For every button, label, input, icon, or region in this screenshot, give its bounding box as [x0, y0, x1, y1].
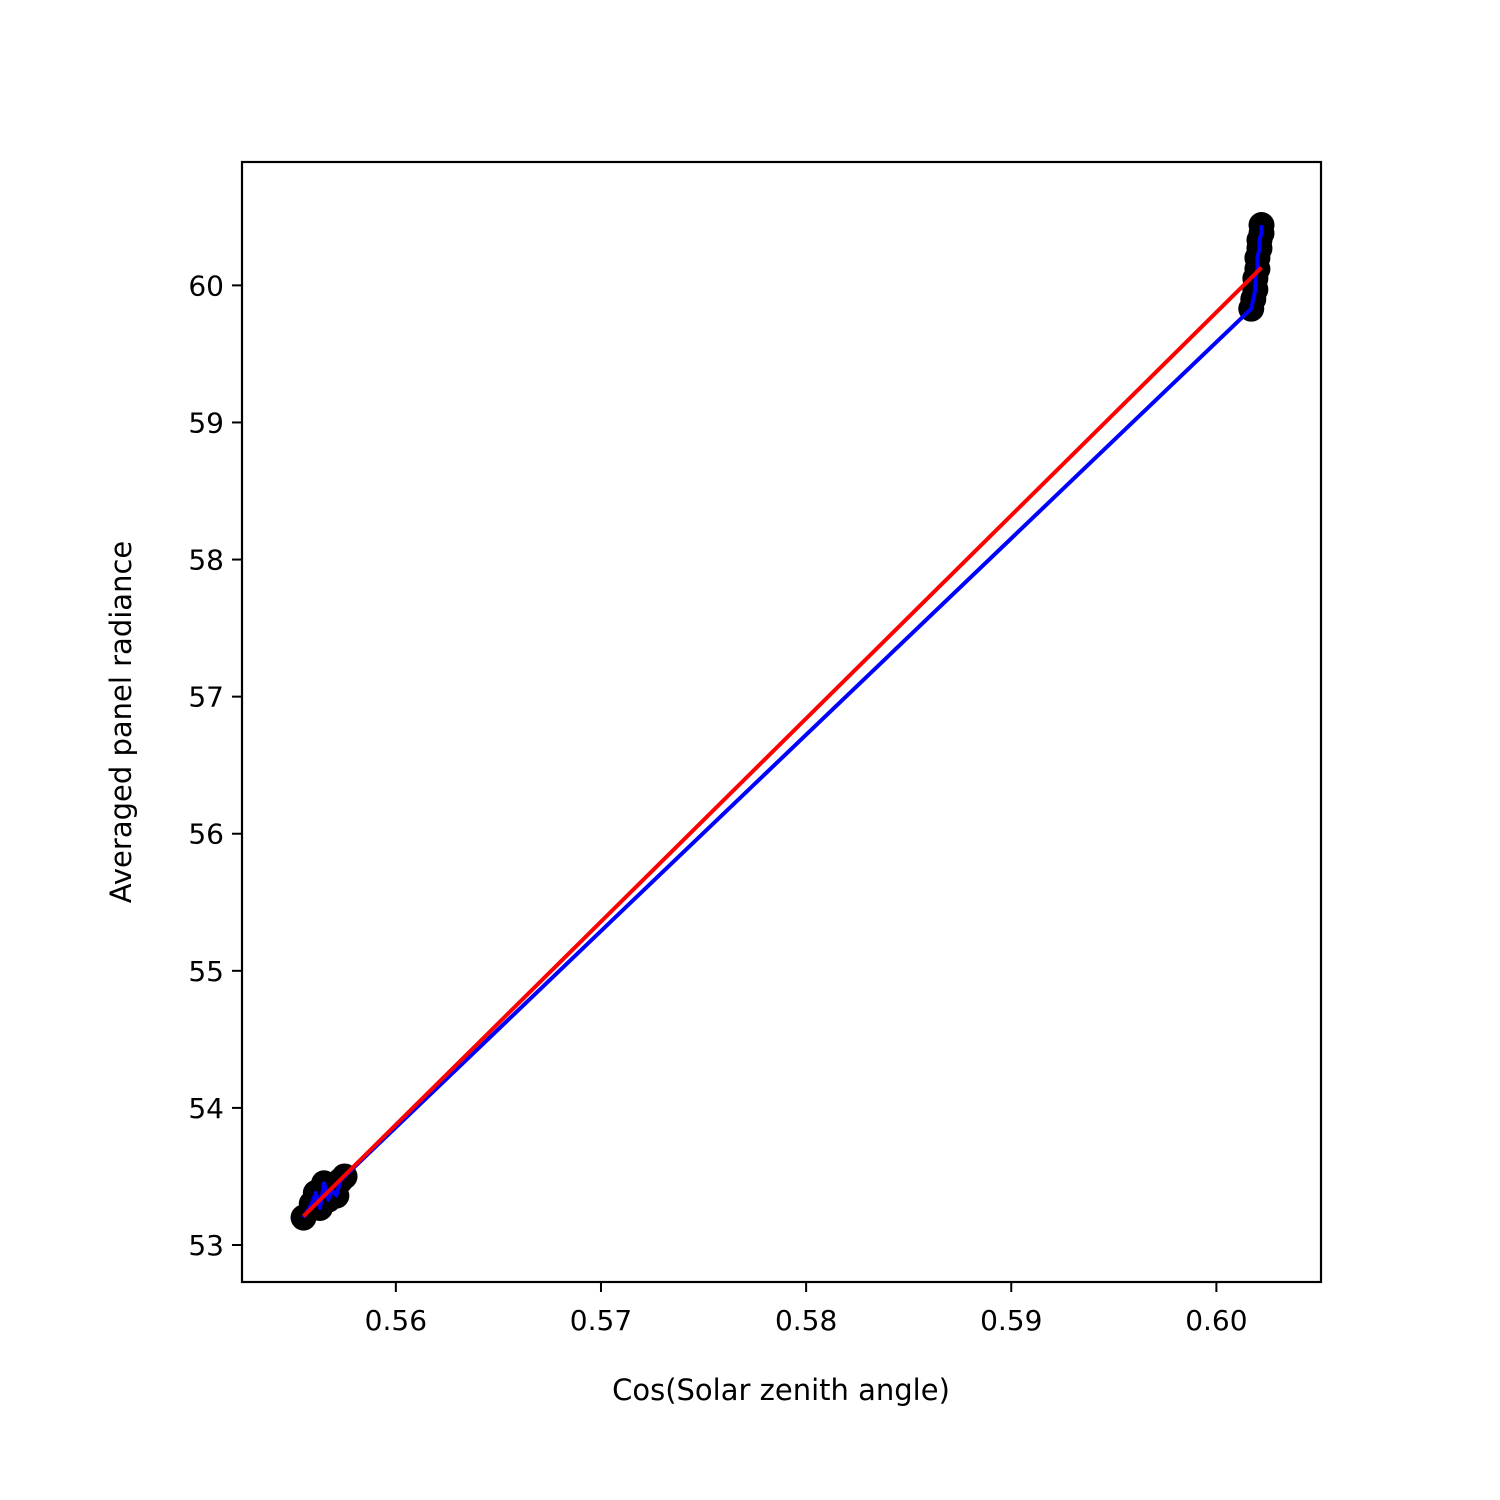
plot-area: [242, 162, 1321, 1282]
series-lines: [301, 225, 1264, 1219]
x-axis-label: Cos(Solar zenith angle): [612, 1373, 950, 1407]
y-tick-label: 54: [188, 1092, 224, 1125]
y-axis-ticks: 53 54 55 56 57 58 59 60: [188, 269, 242, 1262]
x-tick-label: 0.60: [1185, 1304, 1247, 1337]
y-tick-label: 60: [188, 269, 224, 302]
y-tick-label: 53: [188, 1229, 224, 1262]
series-line-red: [302, 266, 1263, 1218]
y-tick-label: 57: [188, 681, 224, 714]
y-tick-label: 56: [188, 818, 224, 851]
y-axis-label: Averaged panel radiance: [104, 541, 138, 904]
y-tick-label: 59: [188, 406, 224, 439]
x-tick-label: 0.59: [980, 1304, 1042, 1337]
data-point: [1248, 212, 1275, 239]
plot-frame: [240, 160, 1323, 1284]
y-tick-label: 58: [188, 544, 224, 577]
x-tick-label: 0.57: [570, 1304, 632, 1337]
series-line-blue: [301, 225, 1264, 1219]
y-tick-label: 55: [188, 955, 224, 988]
x-tick-label: 0.58: [775, 1304, 837, 1337]
x-tick-label: 0.56: [365, 1304, 427, 1337]
x-axis-ticks: 0.56 0.57 0.58 0.59 0.60: [365, 1282, 1248, 1337]
